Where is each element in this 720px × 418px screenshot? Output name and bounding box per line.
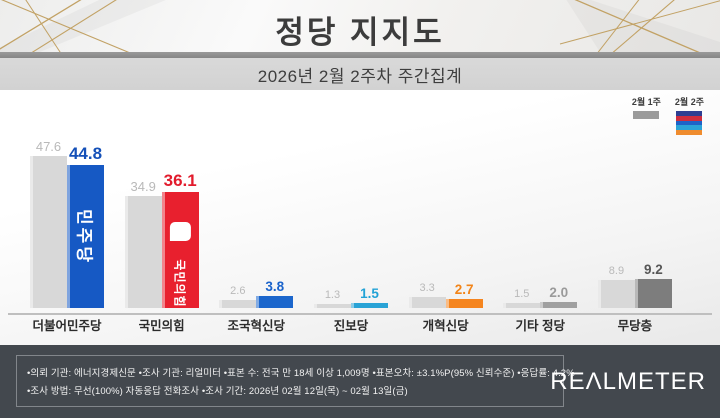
legend-swatch-segment	[676, 111, 703, 116]
bar-value-prev: 47.6	[35, 139, 62, 154]
bar-column-prev: 47.6	[30, 140, 67, 308]
subtitle-band: 2026년 2월 2주차 주간집계	[0, 58, 720, 90]
bar-value-current: 2.7	[454, 281, 474, 297]
bar-column-prev: 34.9	[124, 179, 162, 308]
footer: •의뢰 기관: 에너지경제신문 •조사 기관: 리얼미터 •표본 수: 전국 만…	[0, 345, 720, 418]
bar-column-prev: 1.3	[313, 289, 351, 308]
realmeter-logo: REΛLMETER	[550, 367, 706, 395]
bar-value-prev: 2.6	[230, 285, 246, 297]
bar-group: 1.3 1.5 진보당	[313, 285, 388, 336]
bar-current	[634, 279, 672, 308]
bar-group: 34.9 36.1 국민의힘 국민의힘	[124, 171, 199, 335]
bar-column-prev: 1.5	[503, 288, 541, 308]
header-banner: 정당 지지도	[0, 0, 720, 52]
legend-swatch-prev-week	[633, 111, 660, 119]
legend-label-curr-week: 2월 2주	[674, 97, 704, 107]
bar-group: 8.9 9.2 무당층	[597, 261, 672, 336]
bar-current: 민주당	[67, 165, 104, 308]
bar-value-prev: 1.5	[514, 288, 530, 300]
legend-item-curr-week: 2월 2주	[675, 95, 704, 135]
bar-current	[350, 303, 388, 308]
bar-column-current: 2.0	[540, 284, 578, 308]
bar-value-current: 3.8	[265, 278, 285, 294]
category-label: 조국혁신당	[227, 319, 286, 333]
legend-swatch-segment	[676, 130, 703, 135]
bar-column-prev: 3.3	[408, 282, 446, 308]
ppp-symbol-icon	[169, 222, 191, 242]
survey-info-line1: •의뢰 기관: 에너지경제신문 •조사 기관: 리얼미터 •표본 수: 전국 만…	[27, 368, 575, 379]
bar-value-prev: 8.9	[608, 265, 625, 277]
bar-current	[445, 299, 483, 308]
bar-pair: 2.6 3.8	[219, 278, 294, 308]
bar-column-current: 1.5	[350, 285, 388, 308]
bar-prev	[124, 196, 162, 308]
survey-info-line2: •조사 방법: 무선(100%) 자동응답 전화조사 •조사 기간: 2026년…	[27, 386, 408, 397]
bar-group: 2.6 3.8 조국혁신당	[219, 278, 294, 336]
bar-column-current: 3.8	[256, 278, 294, 308]
bar-value-prev: 3.3	[419, 282, 435, 294]
bar-value-prev: 1.3	[324, 289, 341, 301]
bars-row: 47.6 44.8 민주당 더불어민주당 34.9 36.1 국민의힘 국민의힘 2.6 3.8 조…	[30, 140, 672, 335]
bar-current: 국민의힘	[161, 192, 199, 308]
category-label: 무당층	[617, 319, 653, 333]
category-label: 더불어민주당	[32, 319, 102, 333]
x-axis-line	[8, 313, 712, 315]
bar-value-current: 2.0	[549, 284, 569, 300]
bar-prev	[597, 280, 635, 308]
bar-value-current: 44.8	[68, 144, 103, 163]
ppp-party-logo-text: 국민의힘	[172, 259, 187, 308]
bar-column-current: 36.1 국민의힘	[161, 171, 199, 308]
page-title: 정당 지지도	[275, 15, 445, 50]
page-subtitle: 2026년 2월 2주차 주간집계	[257, 66, 463, 86]
gold-lines-decoration	[0, 0, 720, 52]
bar-prev	[408, 297, 446, 308]
bar-column-prev: 8.9	[597, 265, 635, 308]
ppp-logo-block: 국민의힘	[162, 222, 199, 308]
survey-methodology-box: •의뢰 기관: 에너지경제신문 •조사 기관: 리얼미터 •표본 수: 전국 만…	[16, 355, 575, 407]
divider-bar	[0, 52, 720, 58]
bar-group: 1.5 2.0 기타 정당	[503, 284, 578, 336]
bar-pair: 3.3 2.7	[408, 281, 483, 308]
legend-swatch-segment	[676, 115, 703, 121]
category-label: 진보당	[333, 319, 369, 333]
bar-value-current: 36.1	[163, 171, 197, 190]
chart-legend: 2월 1주 2월 2주	[632, 95, 704, 135]
bar-prev	[313, 304, 351, 308]
legend-label-prev-week: 2월 1주	[631, 97, 661, 107]
bar-pair: 1.5 2.0	[503, 284, 578, 308]
legend-item-prev-week: 2월 1주	[632, 95, 661, 135]
bar-prev	[219, 300, 257, 308]
bar-prev	[503, 303, 541, 308]
bar-pair: 1.3 1.5	[313, 285, 388, 308]
bar-current	[256, 296, 294, 308]
bar-prev	[30, 156, 67, 308]
bar-group: 3.3 2.7 개혁신당	[408, 281, 483, 336]
legend-swatch-segment	[676, 125, 703, 131]
bar-value-prev: 34.9	[130, 179, 156, 194]
bar-current	[540, 302, 578, 308]
minjoo-party-logo-text: 민주당	[74, 208, 93, 265]
category-label: 국민의힘	[138, 319, 185, 333]
bar-pair: 47.6 44.8 민주당	[30, 140, 104, 308]
bar-column-prev: 2.6	[219, 285, 257, 308]
bar-column-current: 9.2	[634, 261, 672, 308]
legend-swatch-curr-week	[676, 111, 703, 135]
bar-column-current: 2.7	[445, 281, 483, 308]
bar-pair: 34.9 36.1 국민의힘	[124, 171, 199, 308]
bar-pair: 8.9 9.2	[597, 261, 672, 308]
category-label: 기타 정당	[515, 319, 566, 333]
bar-value-current: 1.5	[360, 285, 379, 301]
legend-swatch-segment	[676, 120, 703, 126]
bar-column-current: 44.8 민주당	[67, 145, 104, 308]
category-label: 개혁신당	[422, 319, 469, 333]
bar-value-current: 9.2	[644, 261, 663, 277]
